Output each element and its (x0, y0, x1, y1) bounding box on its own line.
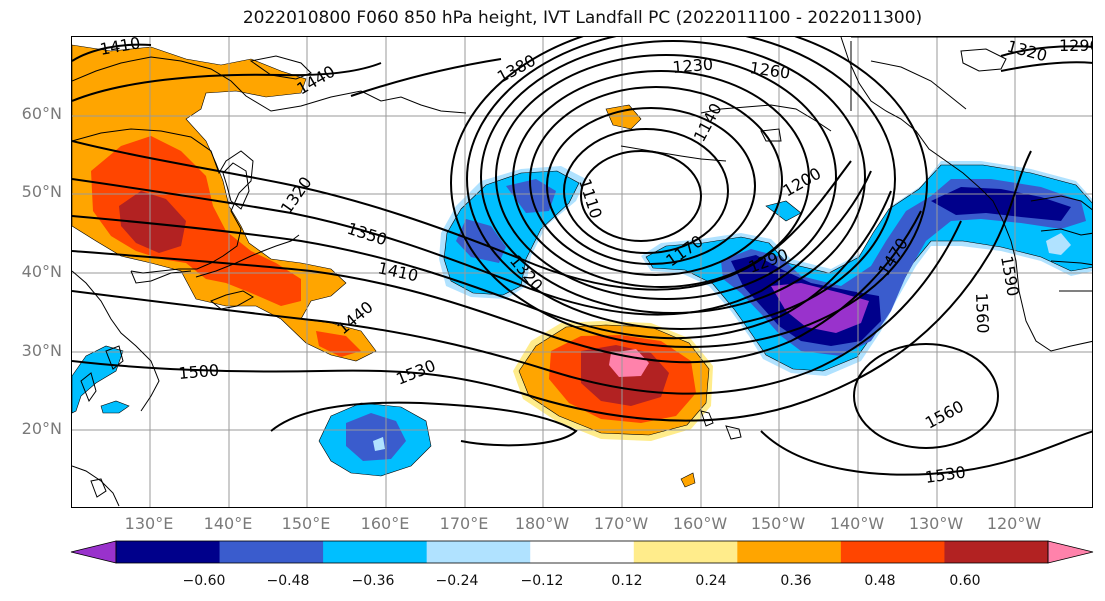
colorbar-tick-6: 0.24 (695, 573, 727, 589)
lat-label-60n: 60°N (21, 104, 62, 123)
contour-label-1320-ne: 1320 (1005, 37, 1049, 65)
height-contours (72, 37, 1092, 476)
coastlines (72, 37, 1092, 507)
contour-label-1590: 1590 (997, 254, 1023, 297)
colorbar-swatch (530, 541, 635, 563)
contour-label-1560-ne: 1560 (972, 292, 992, 333)
colorbar-tick-8: 0.48 (864, 573, 896, 589)
colorbar-tick-9: 0.60 (949, 573, 981, 589)
figure-title: 2022010800 F060 850 hPa height, IVT Land… (242, 8, 923, 28)
colorbar-outline (115, 540, 1049, 564)
colorbar-tick-7: 0.36 (780, 573, 812, 589)
colorbar-tick-2: −0.36 (351, 573, 395, 589)
lat-label-30n: 30°N (21, 341, 62, 360)
contour-label-1200: 1200 (780, 164, 825, 201)
lon-label-150e: 150°E (281, 514, 331, 533)
colorbar-swatch (116, 541, 221, 563)
colorbar-swatch (219, 541, 324, 563)
colorbar-swatch (944, 541, 1049, 563)
colorbar-swatch (426, 541, 531, 563)
colorbar-swatch (737, 541, 842, 563)
lon-label-140e: 140°E (203, 514, 253, 533)
contour-label-1410: 1410 (376, 258, 420, 285)
colorbar-extend-high (1047, 540, 1094, 564)
contour-label-1530-c: 1530 (393, 356, 438, 389)
graticule (72, 37, 1092, 507)
contour-label-1140: 1140 (690, 100, 726, 145)
contour-label-1410-nw: 1410 (98, 37, 141, 59)
contour-label-1260: 1260 (748, 58, 791, 82)
colorbar-tick-5: 0.12 (611, 573, 643, 589)
lat-label-20n: 20°N (21, 419, 62, 438)
lon-label-170e: 170°E (439, 514, 489, 533)
lon-label-160w: 160°W (672, 514, 728, 533)
contour-label-1440-nw: 1440 (294, 62, 339, 99)
contour-label-1320-w: 1320 (277, 173, 316, 217)
ivt-positive-asia (72, 44, 696, 488)
colorbar-tick-1: −0.48 (266, 573, 310, 589)
colorbar-extend-low (70, 540, 117, 564)
map-panel: 1410 1440 1380 1230 1260 1320 1290 1320 … (71, 36, 1093, 508)
contour-label-1350: 1350 (345, 219, 390, 250)
contour-label-1500: 1500 (178, 361, 220, 383)
lon-label-180w: 180°W (514, 514, 570, 533)
contour-label-1290-ne: 1290 (1059, 37, 1093, 55)
lon-label-170w: 170°W (593, 514, 649, 533)
colorbar-tick-3: −0.24 (435, 573, 479, 589)
colorbar-tick-0: −0.60 (182, 573, 226, 589)
colorbar (70, 540, 1094, 564)
contour-label-1530-e: 1530 (924, 462, 967, 486)
colorbar-swatch (633, 541, 738, 563)
lon-label-150w: 150°W (750, 514, 806, 533)
lon-label-140w: 140°W (829, 514, 885, 533)
contour-label-1110: 1110 (575, 176, 606, 221)
contour-label-1560-e: 1560 (922, 397, 967, 433)
colorbar-swatches (70, 540, 1094, 564)
contour-label-1380: 1380 (494, 51, 539, 87)
colorbar-swatch (323, 541, 428, 563)
colorbar-swatch (840, 541, 945, 563)
colorbar-tick-4: −0.12 (520, 573, 564, 589)
lat-label-40n: 40°N (21, 262, 62, 281)
lon-label-130e: 130°E (124, 514, 174, 533)
lon-label-120w: 120°W (986, 514, 1042, 533)
lon-label-160e: 160°E (360, 514, 410, 533)
ivt-negative-northeast-pacific (641, 161, 1092, 376)
lon-label-130w: 130°W (908, 514, 964, 533)
map-canvas: 1410 1440 1380 1230 1260 1320 1290 1320 … (72, 37, 1093, 507)
contour-label-1230: 1230 (672, 55, 714, 77)
lat-label-50n: 50°N (21, 182, 62, 201)
